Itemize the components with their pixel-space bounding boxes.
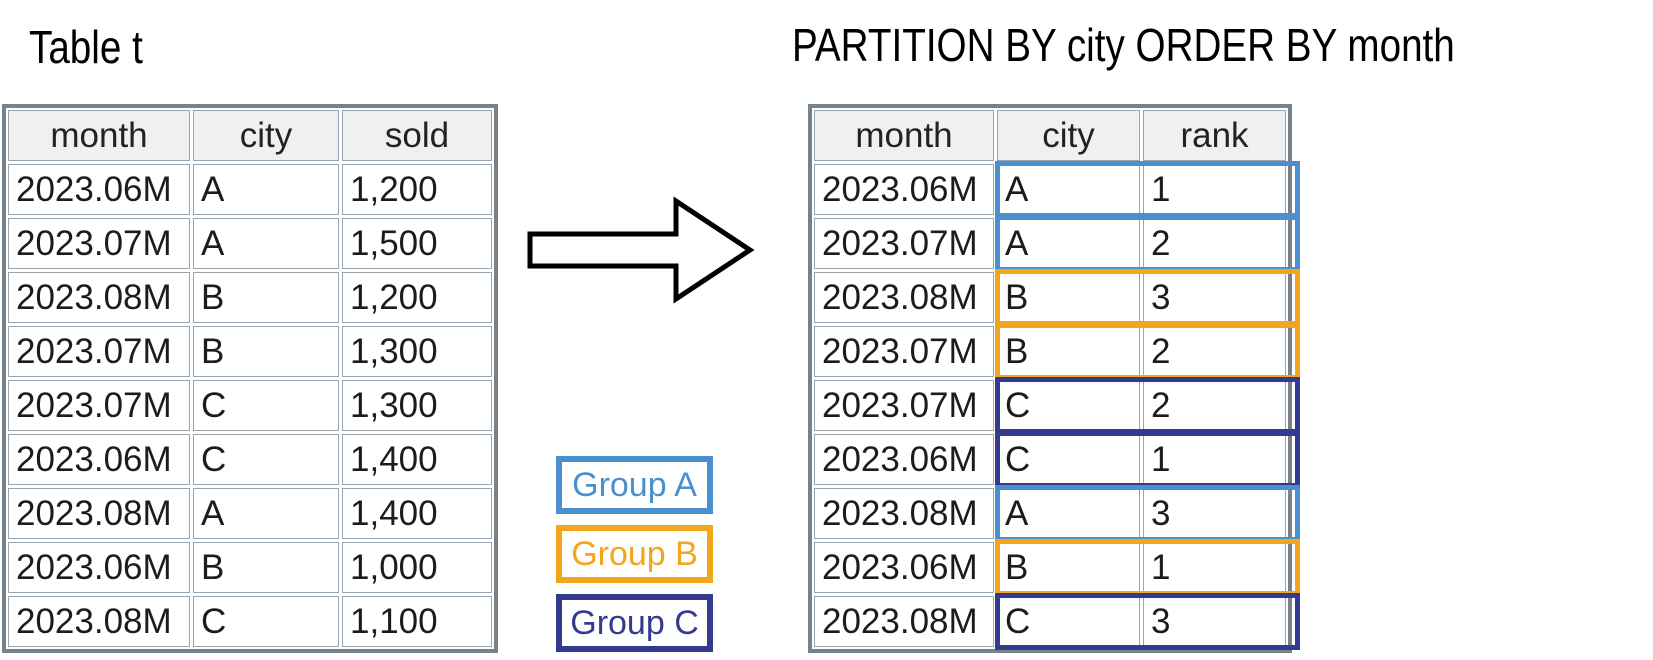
table-cell: 2023.06M — [8, 542, 190, 593]
table-cell-month: 2023.08M — [814, 596, 994, 647]
table-cell-city: C — [997, 434, 1140, 485]
table-row: 2023.08M C 1,100 — [8, 596, 492, 647]
legend: Group A Group B Group C — [556, 456, 713, 652]
legend-group-c: Group C — [556, 594, 713, 652]
table-cell-month: 2023.07M — [814, 380, 994, 431]
table-row: 2023.07M C 2 — [814, 377, 1300, 434]
legend-group-b: Group B — [556, 525, 713, 583]
table-row: 2023.06M B 1,000 — [8, 542, 492, 593]
partition-title: PARTITION BY city ORDER BY month — [792, 19, 1455, 71]
table-row: 2023.06M C 1,400 — [8, 434, 492, 485]
table-cell: 1,400 — [342, 434, 492, 485]
table-header-row: month city rank — [814, 110, 1286, 161]
table-cell: C — [193, 596, 339, 647]
table-cell-rank: 1 — [1143, 434, 1286, 485]
table-cell: B — [193, 326, 339, 377]
table-cell: 1,200 — [342, 272, 492, 323]
table-cell-city: A — [997, 218, 1140, 269]
table-row: 2023.08M A 1,400 — [8, 488, 492, 539]
table-cell-rank: 2 — [1143, 380, 1286, 431]
source-table: month city sold 2023.06M A 1,200 2023.07M A 1,50… — [2, 104, 498, 653]
table-cell: 1,200 — [342, 164, 492, 215]
table-header-cell: sold — [342, 110, 492, 161]
table-header-cell: city — [997, 110, 1140, 161]
table-row: 2023.08M B 3 — [814, 269, 1300, 326]
table-cell-city: B — [997, 272, 1140, 323]
table-cell: 2023.07M — [8, 218, 190, 269]
table-cell: C — [193, 380, 339, 431]
table-cell-month: 2023.08M — [814, 488, 994, 539]
table-cell: 2023.08M — [8, 596, 190, 647]
table-row: 2023.08M B 1,200 — [8, 272, 492, 323]
table-cell: A — [193, 488, 339, 539]
table-cell: 1,400 — [342, 488, 492, 539]
table-cell: 1,300 — [342, 326, 492, 377]
table-header-cell: month — [814, 110, 994, 161]
table-cell-rank: 1 — [1143, 542, 1286, 593]
table-row: 2023.08M C 3 — [814, 593, 1300, 650]
table-row: 2023.07M A 1,500 — [8, 218, 492, 269]
table-cell: 2023.06M — [8, 434, 190, 485]
partitioned-table: month city rank 2023.06M A 1 2023.07M A 2 2023.08… — [808, 104, 1300, 653]
table-cell-month: 2023.06M — [814, 542, 994, 593]
table-cell-city: C — [997, 596, 1140, 647]
table-cell-city: B — [997, 542, 1140, 593]
table-cell: A — [193, 164, 339, 215]
table-row: 2023.08M A 3 — [814, 485, 1300, 542]
table-cell: 2023.07M — [8, 326, 190, 377]
table-cell: 1,000 — [342, 542, 492, 593]
table-cell: 2023.06M — [8, 164, 190, 215]
table-header-row: month city sold — [8, 110, 492, 161]
table-row: 2023.06M B 1 — [814, 539, 1300, 596]
table-cell: B — [193, 272, 339, 323]
table-cell: 2023.08M — [8, 488, 190, 539]
table-cell-month: 2023.07M — [814, 326, 994, 377]
table-row: 2023.06M C 1 — [814, 431, 1300, 488]
table-cell-rank: 2 — [1143, 326, 1286, 377]
table-cell-city: A — [997, 164, 1140, 215]
table-header-cell: rank — [1143, 110, 1286, 161]
table-cell-rank: 3 — [1143, 272, 1286, 323]
table-row: 2023.06M A 1,200 — [8, 164, 492, 215]
table-header-cell: city — [193, 110, 339, 161]
table-cell-city: B — [997, 326, 1140, 377]
table-cell-rank: 3 — [1143, 596, 1286, 647]
table-cell: A — [193, 218, 339, 269]
table-cell-month: 2023.06M — [814, 164, 994, 215]
table-row: 2023.07M B 1,300 — [8, 326, 492, 377]
table-cell: 2023.07M — [8, 380, 190, 431]
table-cell: 1,500 — [342, 218, 492, 269]
table-cell-rank: 1 — [1143, 164, 1286, 215]
table-cell: C — [193, 434, 339, 485]
legend-group-a: Group A — [556, 456, 713, 514]
table-cell: 2023.08M — [8, 272, 190, 323]
table-row: 2023.07M C 1,300 — [8, 380, 492, 431]
table-cell-month: 2023.08M — [814, 272, 994, 323]
table-cell: 1,100 — [342, 596, 492, 647]
table-cell-rank: 3 — [1143, 488, 1286, 539]
table-cell: B — [193, 542, 339, 593]
table-row: 2023.06M A 1 — [814, 161, 1300, 218]
table-cell-city: C — [997, 380, 1140, 431]
table-row: 2023.07M B 2 — [814, 323, 1300, 380]
table-cell-city: A — [997, 488, 1140, 539]
table-row: 2023.07M A 2 — [814, 215, 1300, 272]
table-cell-month: 2023.06M — [814, 434, 994, 485]
table-cell: 1,300 — [342, 380, 492, 431]
table-cell-rank: 2 — [1143, 218, 1286, 269]
table-header-cell: month — [8, 110, 190, 161]
table-cell-month: 2023.07M — [814, 218, 994, 269]
left-table-title: Table t — [29, 21, 143, 73]
right-arrow-icon — [527, 196, 755, 304]
